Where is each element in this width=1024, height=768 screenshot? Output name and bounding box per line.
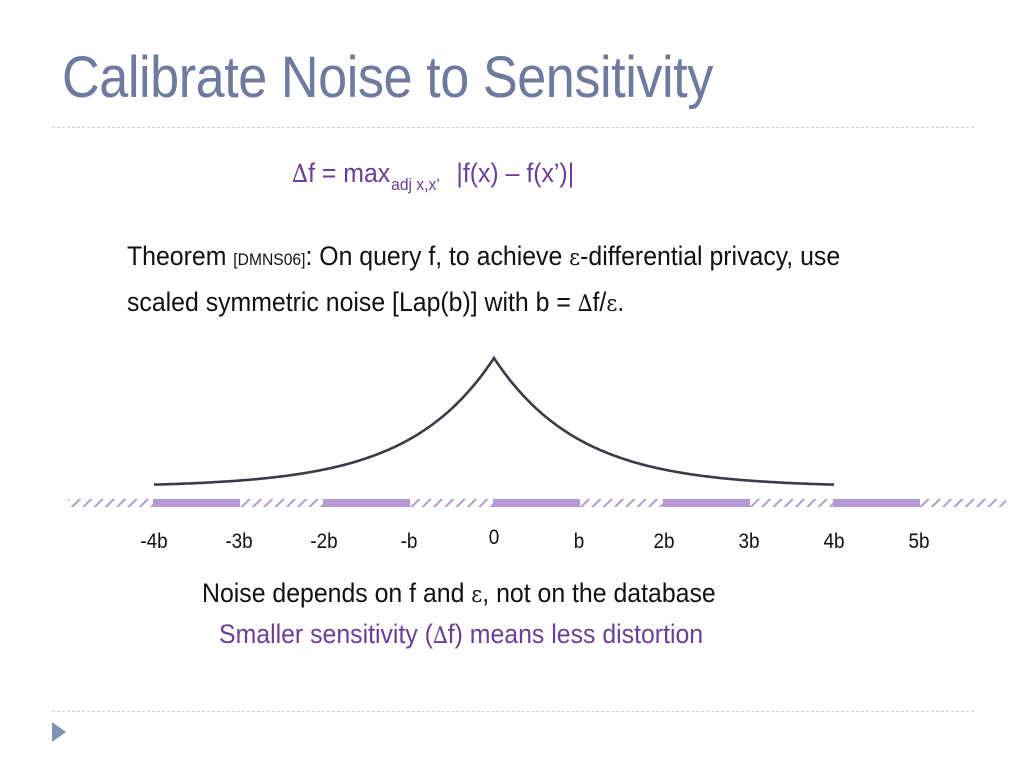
theorem-statement: Theorem [DMNS06]: On query f, to achieve… bbox=[127, 235, 937, 325]
number-line-solid-segment bbox=[153, 499, 240, 507]
note1-text-b: , not on the database bbox=[482, 578, 716, 608]
theorem-text-2b: f/ bbox=[592, 287, 607, 317]
title-divider bbox=[52, 127, 974, 128]
theorem-text-2-end: . bbox=[617, 287, 625, 317]
number-line-solid-segment bbox=[663, 499, 750, 507]
theorem-text-2a: scaled symmetric noise [Lap(b)] with b = bbox=[127, 287, 578, 317]
note-sensitivity-distortion: Smaller sensitivity (∆f) means less dist… bbox=[219, 619, 703, 650]
formula-lhs: f = max bbox=[308, 158, 391, 188]
tick-label: -2b bbox=[310, 530, 338, 553]
tick-label: b bbox=[573, 530, 585, 553]
tick-label: -3b bbox=[225, 530, 253, 553]
number-line-solid-segment bbox=[493, 499, 580, 507]
epsilon-symbol: ε bbox=[606, 291, 618, 317]
tick-label: 0 bbox=[488, 526, 500, 549]
slide-title: Calibrate Noise to Sensitivity bbox=[62, 45, 713, 110]
number-line-solid-segment bbox=[323, 499, 410, 507]
note2-text-a: Smaller sensitivity ( bbox=[219, 619, 433, 649]
formula-subscript: adj x,x’ bbox=[391, 175, 440, 194]
number-line bbox=[68, 499, 1006, 507]
theorem-line-2: scaled symmetric noise [Lap(b)] with b =… bbox=[127, 281, 937, 325]
theorem-citation: [DMNS06] bbox=[233, 250, 306, 269]
delta-symbol: ∆ bbox=[432, 623, 448, 649]
laplace-density-curve bbox=[154, 355, 834, 486]
number-line-solid-segment bbox=[833, 499, 920, 507]
formula-rhs: |f(x) – f(x’)| bbox=[456, 158, 575, 188]
theorem-line-1: Theorem [DMNS06]: On query f, to achieve… bbox=[127, 235, 937, 281]
tick-label: 4b bbox=[823, 530, 845, 553]
delta-symbol: ∆ bbox=[577, 291, 593, 317]
epsilon-symbol: ε bbox=[471, 582, 483, 608]
sensitivity-formula: ∆f = maxadj x,x’ |f(x) – f(x’)| bbox=[292, 158, 575, 194]
delta-symbol: ∆ bbox=[292, 159, 309, 188]
epsilon-symbol: ε bbox=[569, 245, 581, 271]
tick-label: 3b bbox=[738, 530, 760, 553]
footer-divider bbox=[52, 711, 974, 712]
laplace-noise-diagram bbox=[68, 355, 1006, 507]
note1-text-a: Noise depends on f and bbox=[202, 578, 472, 608]
tick-label: -b bbox=[400, 530, 418, 553]
theorem-text-1b: -differential privacy, use bbox=[580, 241, 841, 271]
tick-label: 5b bbox=[908, 530, 930, 553]
next-slide-arrow-icon[interactable] bbox=[52, 722, 66, 742]
tick-label: 2b bbox=[653, 530, 675, 553]
note2-text-b: f) means less distortion bbox=[447, 619, 704, 649]
theorem-prefix: Theorem bbox=[127, 241, 234, 271]
tick-label: -4b bbox=[140, 530, 168, 553]
note-noise-independence: Noise depends on f and ε, not on the dat… bbox=[202, 578, 716, 609]
theorem-text-1a: : On query f, to achieve bbox=[305, 241, 570, 271]
